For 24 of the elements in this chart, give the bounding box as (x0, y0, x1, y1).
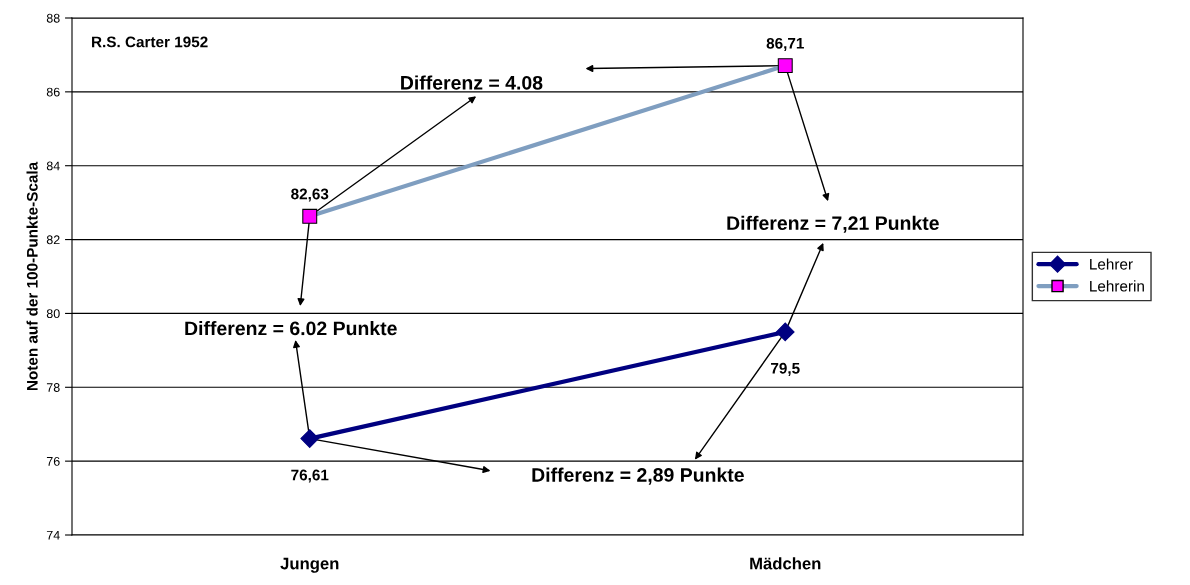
y-tick-label: 84 (46, 161, 60, 171)
y-tick-label: 78 (46, 383, 60, 392)
point (775, 322, 795, 342)
x-tick-label: Jungen (280, 557, 339, 573)
y-tick-label: 80 (46, 309, 60, 319)
annotation: Differenz = 2,89 Punkte (532, 467, 744, 485)
x-tick-label: Mädchen (750, 557, 821, 570)
data-label: 82,63 (291, 188, 329, 202)
y-tick-label: 86 (46, 87, 60, 97)
annotation: Differenz = 4.08 (401, 75, 543, 90)
y-tick-label: 74 (46, 530, 60, 540)
y-tick-label: 88 (46, 13, 60, 23)
annotation: Differenz = 7,21 Punkte (727, 215, 939, 233)
y-axis-title: Noten auf der 100-Punkte-Scala (26, 161, 38, 391)
annotation: Differenz = 6.02 Punkte (185, 320, 397, 336)
legend-label: Lehrer (1090, 258, 1133, 270)
y-tick-label: 76 (46, 456, 60, 466)
data-label: 76,61 (291, 469, 329, 483)
data-label: 79,5 (771, 362, 800, 376)
legend-label: Lehrerin (1090, 280, 1144, 292)
y-tick-label: 82 (46, 235, 60, 245)
data-label: 86,71 (766, 37, 804, 51)
point (300, 429, 320, 448)
annotation: R.S. Carter 1952 (92, 36, 208, 48)
